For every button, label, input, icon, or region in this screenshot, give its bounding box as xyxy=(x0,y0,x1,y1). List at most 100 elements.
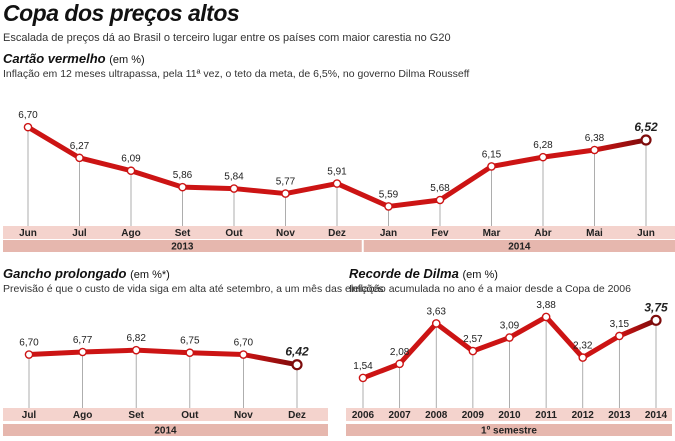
chart3-category-label: 2006 xyxy=(352,410,375,421)
chart3-value-label: 3,75 xyxy=(644,300,668,314)
chart2-value-label: 6,77 xyxy=(73,335,93,346)
chart2-data-point xyxy=(185,348,195,358)
chart2-category-label: Jul xyxy=(22,410,37,421)
chart3-category-label: 2008 xyxy=(425,410,448,421)
chart3-category-label: 2007 xyxy=(389,410,412,421)
chart1-data-point xyxy=(538,152,548,162)
chart3-category-label: 2012 xyxy=(572,410,595,421)
chart1-series-segment xyxy=(180,184,237,192)
chart2-category-band xyxy=(3,408,328,421)
chart2-data-point xyxy=(239,350,248,359)
chart1-value-label: 5,91 xyxy=(327,167,347,178)
chart3-series-segment xyxy=(580,333,622,361)
chart1-series-segment xyxy=(77,155,134,174)
chart1-category-label: Jun xyxy=(19,228,37,239)
chart2-value-label: 6,70 xyxy=(19,338,39,349)
chart2-value-label: 6,75 xyxy=(180,336,200,347)
chart3-data-point xyxy=(578,353,588,362)
page-subtitle: Escalada de preços dá ao Brasil o tercei… xyxy=(3,32,451,44)
chart1-value-label: 6,70 xyxy=(18,110,38,121)
chart1-data-point xyxy=(126,166,136,176)
chart1-series-segment xyxy=(334,181,391,209)
chart1-period-label: 2013 xyxy=(171,242,194,253)
chart3-series-segment xyxy=(360,361,403,381)
chart3-value-label: 3,09 xyxy=(500,321,520,332)
chart2-period-band xyxy=(3,424,328,436)
chart1-value-label: 6,38 xyxy=(585,133,605,144)
chart2-data-point xyxy=(78,347,87,357)
chart3-value-label: 2,32 xyxy=(573,341,593,352)
chart3-data-point xyxy=(395,359,404,369)
chart2-value-label: 6,82 xyxy=(126,333,146,344)
chart3-unit: (em %) xyxy=(462,269,498,281)
chart1-category-label: Abr xyxy=(534,228,551,239)
chart1-series-segment xyxy=(386,197,443,209)
chart1-subtitle: Inflação em 12 meses ultrapassa, pela 11… xyxy=(3,68,470,80)
chart3-data-point xyxy=(615,331,624,341)
chart3-data-point xyxy=(358,373,368,383)
chart1-category-label: Mai xyxy=(586,228,603,239)
chart1-series-segment xyxy=(540,147,597,160)
chart1-category-label: Nov xyxy=(276,228,295,239)
chart2-category-label: Nov xyxy=(234,410,253,421)
chart1-category-label: Mar xyxy=(483,228,501,239)
chart3-category-label: 2011 xyxy=(535,410,557,421)
chart1-series-segment xyxy=(231,186,288,197)
chart3-value-label: 3,63 xyxy=(427,306,447,317)
chart2-category-label: Out xyxy=(181,410,199,421)
chart3-value-label: 2,57 xyxy=(463,334,483,345)
chart3-title: Recorde de Dilma xyxy=(349,266,459,281)
chart1-data-point xyxy=(75,153,84,163)
chart2-data-point xyxy=(291,359,303,371)
chart1-unit: (em %) xyxy=(109,54,145,66)
chart2-category-label: Set xyxy=(128,410,144,421)
chart3-series-segment xyxy=(507,314,549,341)
chart1-period-label: 2014 xyxy=(508,242,531,253)
chart2-title-block: Gancho prolongado (em %*) xyxy=(3,266,170,281)
chart1-value-label: 6,52 xyxy=(634,120,658,134)
chart1-series-segment xyxy=(25,124,82,161)
chart1-value-label: 6,27 xyxy=(70,141,90,152)
page-title: Copa dos preços altos xyxy=(3,0,240,26)
chart3-data-point xyxy=(541,312,551,322)
chart3-value-label: 3,88 xyxy=(536,300,556,311)
chart1-category-label: Fev xyxy=(431,228,449,239)
chart1-value-label: 6,09 xyxy=(121,154,141,165)
chart3-category-label: 2014 xyxy=(645,410,668,421)
chart2-series-segment xyxy=(187,350,246,358)
chart2-series-segment xyxy=(133,347,193,356)
chart1-data-point xyxy=(23,122,33,132)
chart3-subtitle: Inflação acumulada no ano é a maior desd… xyxy=(349,283,631,295)
chart1-category-label: Out xyxy=(225,228,243,239)
chart2-series-segment xyxy=(240,352,300,368)
chart1-category-label: Dez xyxy=(328,228,346,239)
chart2-period-label: 2014 xyxy=(154,426,177,437)
chart1-title: Cartão vermelho xyxy=(3,51,106,66)
chart2-value-label: 6,70 xyxy=(234,338,254,349)
chart3-value-label: 3,15 xyxy=(610,319,630,330)
chart2-value-label: 6,42 xyxy=(285,345,309,359)
chart1-data-point xyxy=(435,195,445,205)
chart2-data-point xyxy=(24,350,34,359)
chart3-category-label: 2013 xyxy=(608,410,631,421)
chart2-subtitle: Previsão é que o custo de vida siga em a… xyxy=(3,283,384,295)
chart1-period-band xyxy=(363,240,675,252)
chart2-series-segment xyxy=(26,349,86,358)
chart1-data-point xyxy=(229,184,239,193)
chart2-series-segment xyxy=(80,347,139,355)
chart3-value-label: 2,08 xyxy=(390,347,410,358)
chart1-series-segment xyxy=(283,181,340,197)
chart3-category-label: 2010 xyxy=(498,410,521,421)
chart1-series-segment xyxy=(592,137,649,153)
chart1-category-band xyxy=(3,226,675,239)
chart3-category-label: 2009 xyxy=(462,410,485,421)
chart3-title-block: Recorde de Dilma (em %) xyxy=(349,266,498,281)
chart3-category-band xyxy=(346,408,672,421)
chart3-data-point xyxy=(505,333,514,342)
chart1-value-label: 5,68 xyxy=(430,183,450,194)
chart1-title-block: Cartão vermelho (em %) xyxy=(3,51,145,66)
chart1-series-segment xyxy=(489,154,546,169)
chart1-data-point xyxy=(332,179,342,188)
chart1-data-point xyxy=(590,145,599,155)
